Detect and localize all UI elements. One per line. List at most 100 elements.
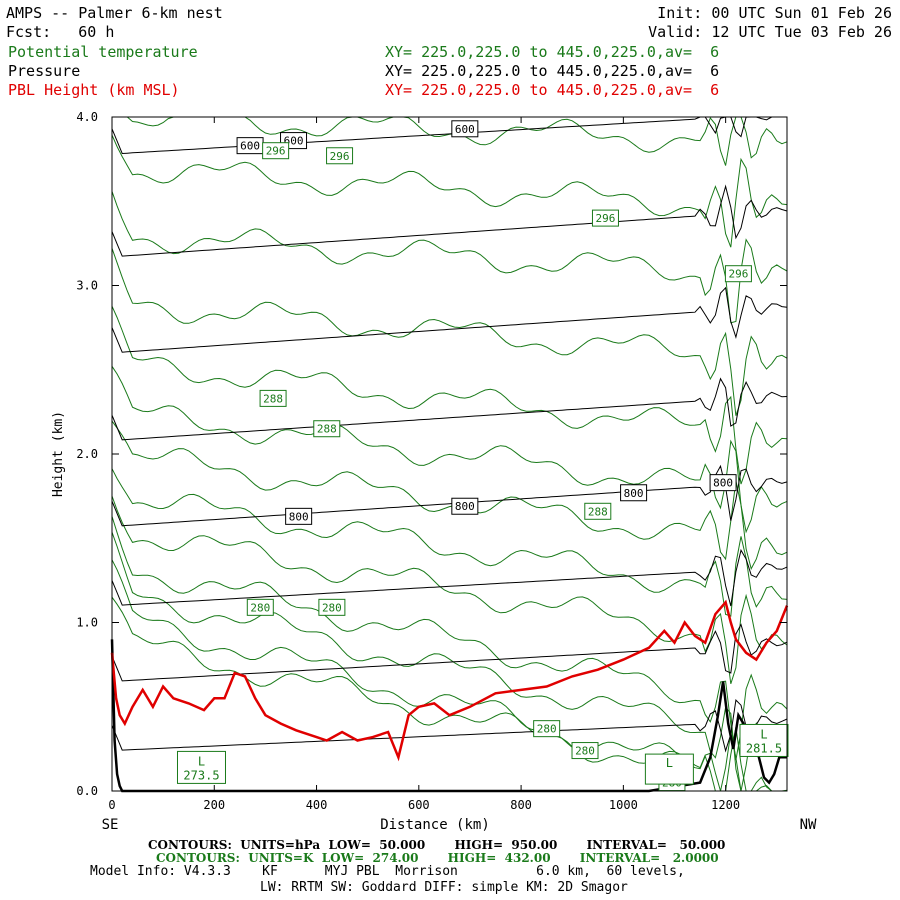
contour-label-box bbox=[451, 497, 479, 515]
extremum-label: L bbox=[644, 753, 694, 785]
field-pressure-xy: XY= 225.0,225.0 to 445.0,225.0,av= 6 bbox=[385, 62, 720, 80]
field-pressure-name: Pressure bbox=[8, 62, 81, 80]
contour-label-box bbox=[246, 598, 274, 616]
contour-label-box bbox=[259, 389, 287, 407]
contour-label-text: 296 bbox=[728, 268, 748, 281]
theta-contour-282K bbox=[111, 516, 788, 761]
contour-label: 280 bbox=[533, 720, 561, 738]
contour-label-box bbox=[591, 209, 619, 227]
extremum-type: L bbox=[198, 754, 205, 768]
contour-label: 288 bbox=[313, 420, 341, 438]
contour-label-box bbox=[620, 484, 648, 502]
contour-label: 296 bbox=[326, 147, 354, 165]
contour-label-box bbox=[262, 142, 290, 160]
contour-label-text: 288 bbox=[588, 505, 608, 518]
contour-label: 288 bbox=[584, 502, 612, 520]
extremum-value: 273.5 bbox=[183, 768, 219, 782]
field-pbl-name: PBL Height (km MSL) bbox=[8, 81, 180, 99]
theta-contour-294K bbox=[111, 248, 788, 416]
y-tick-label: 1.0 bbox=[76, 616, 98, 630]
axes: 0 200 400 600 800 1000 1200 0.0 1.0 2.0 3.0 4.0 bbox=[76, 110, 787, 812]
contour-label-box bbox=[533, 720, 561, 738]
contour-label-box bbox=[584, 502, 612, 520]
contour-label-text: 280 bbox=[537, 723, 557, 736]
contour-label: 800 bbox=[451, 497, 479, 515]
contour-label-text: 296 bbox=[596, 212, 616, 225]
field-theta-xy: XY= 225.0,225.0 to 445.0,225.0,av= 6 bbox=[385, 43, 720, 61]
theta-contours bbox=[111, 116, 788, 792]
contour-label: 296 bbox=[724, 265, 752, 283]
contour-label-text: 800 bbox=[713, 477, 733, 490]
y-tick-label: 3.0 bbox=[76, 279, 98, 293]
theta-contour-290K bbox=[111, 366, 788, 534]
isobar-800hPa bbox=[111, 464, 788, 527]
contour-label: 280 bbox=[318, 598, 346, 616]
contour-label-box bbox=[709, 474, 737, 492]
theta-contour-284K bbox=[111, 495, 788, 684]
contour-label: 288 bbox=[259, 389, 287, 407]
theta-contour-286K bbox=[111, 468, 788, 617]
x-tick-label: 1000 bbox=[609, 798, 638, 812]
contour-label: 600 bbox=[236, 137, 264, 155]
contour-label-text: 296 bbox=[330, 150, 350, 163]
x-tick-label: 800 bbox=[510, 798, 532, 812]
contour-label: 296 bbox=[262, 142, 290, 160]
contour-label: 280 bbox=[246, 598, 274, 616]
footer-physics-info: LW: RRTM SW: Goddard DIFF: simple KM: 2D… bbox=[260, 880, 628, 895]
theta-contour-300K bbox=[112, 116, 788, 166]
theta-contour-298K bbox=[111, 134, 788, 248]
contour-label-box bbox=[318, 598, 346, 616]
model-title: AMPS -- Palmer 6-km nest bbox=[6, 4, 223, 22]
contour-label-text: 800 bbox=[455, 500, 475, 513]
isobar-700hPa bbox=[111, 286, 788, 353]
pressure-isobars bbox=[111, 116, 788, 753]
x-axis-label: Distance (km) bbox=[380, 817, 490, 833]
contour-label-text: 288 bbox=[317, 423, 337, 436]
extremum-label-box bbox=[739, 723, 789, 757]
extremum-label-box bbox=[644, 753, 694, 785]
terrain-profile bbox=[110, 639, 787, 793]
contour-label-text: 800 bbox=[289, 510, 309, 523]
extremum-type: L bbox=[760, 727, 767, 741]
contour-label-text: 280 bbox=[322, 601, 342, 614]
field-pbl-xy: XY= 225.0,225.0 to 445.0,225.0,av= 6 bbox=[385, 81, 720, 99]
theta-contour-292K bbox=[111, 305, 788, 485]
forecast-hour: Fcst: 60 h bbox=[6, 23, 115, 41]
footer-theta-contours: CONTOURS: UNITS=K LOW= 274.00 HIGH= 432.… bbox=[156, 851, 719, 865]
x-tick-label: 600 bbox=[408, 798, 430, 812]
isobar-600hPa bbox=[111, 116, 787, 155]
isobar-750hPa bbox=[111, 377, 788, 441]
extremum-label-box bbox=[176, 750, 226, 784]
contour-label-text: 800 bbox=[624, 487, 644, 500]
contour-label: 800 bbox=[709, 474, 737, 492]
contour-label: 800 bbox=[285, 507, 313, 525]
x-tick-label: 1200 bbox=[711, 798, 740, 812]
contour-label-text: 600 bbox=[455, 123, 475, 136]
contour-label-text: 288 bbox=[263, 392, 283, 405]
footer-model-info: Model Info: V4.3.3 KF MYJ PBL Morrison 6… bbox=[90, 864, 685, 879]
isobar-850hPa bbox=[111, 548, 788, 607]
contour-label-box bbox=[724, 265, 752, 283]
contour-label: 296 bbox=[591, 209, 619, 227]
contour-label-text: 600 bbox=[240, 140, 260, 153]
contour-label-box bbox=[326, 147, 354, 165]
extremum-type: L bbox=[666, 756, 673, 770]
theta-contour-296K bbox=[111, 191, 788, 324]
contour-label: 280 bbox=[571, 742, 599, 760]
valid-time: Valid: 12 UTC Tue 03 Feb 26 bbox=[648, 23, 892, 41]
contour-label-box bbox=[451, 120, 479, 138]
x-tick-label: 200 bbox=[203, 798, 225, 812]
field-theta-name: Potential temperature bbox=[8, 43, 198, 61]
contour-label: 800 bbox=[620, 484, 648, 502]
contour-label: 600 bbox=[451, 120, 479, 138]
y-tick-label: 2.0 bbox=[76, 447, 98, 461]
isobar-900hPa bbox=[111, 623, 788, 682]
footer-pressure-contours: CONTOURS: UNITS=hPa LOW= 50.000 HIGH= 95… bbox=[148, 838, 726, 852]
pbl-height-series bbox=[110, 599, 789, 762]
contour-label-text: 280 bbox=[250, 601, 270, 614]
pbl-height-line bbox=[110, 599, 789, 762]
isobar-650hPa bbox=[111, 184, 788, 257]
